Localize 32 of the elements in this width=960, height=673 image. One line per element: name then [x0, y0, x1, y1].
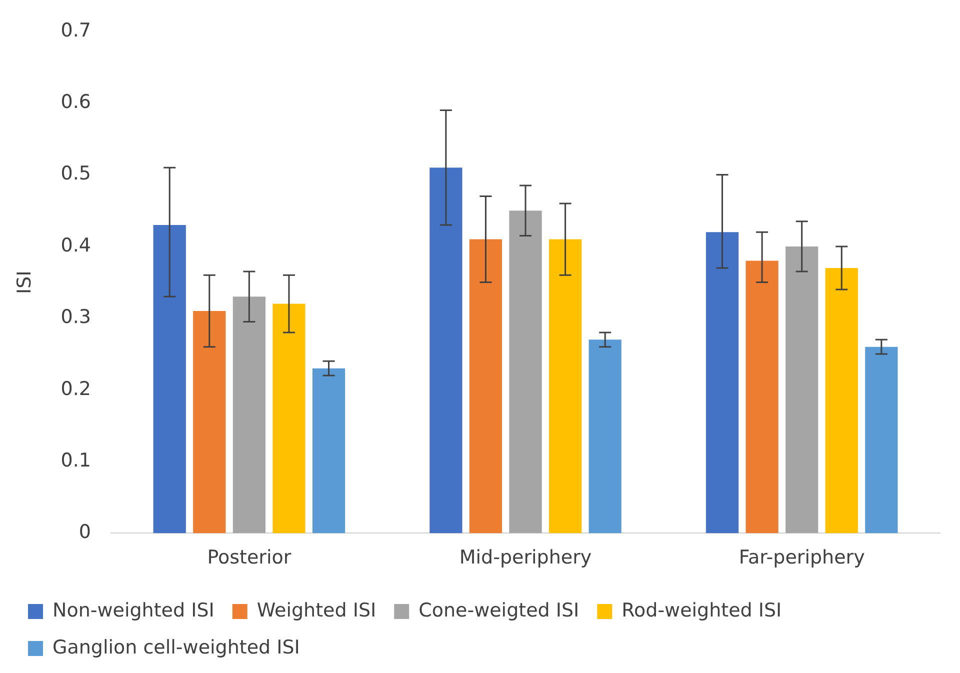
bar — [706, 232, 739, 534]
bar — [509, 210, 542, 534]
x-tick-label: Mid-periphery — [459, 546, 592, 569]
bar — [588, 340, 622, 534]
x-tick-label: Posterior — [207, 546, 292, 569]
y-tick-label: 0.4 — [60, 234, 92, 256]
y-tick-label: 0 — [78, 521, 92, 544]
y-tick-label: 0.7 — [60, 19, 92, 42]
y-tick-label: 0.1 — [60, 449, 92, 472]
y-tick-label: 0.2 — [60, 378, 92, 400]
bar — [312, 368, 346, 534]
bar — [548, 239, 582, 534]
bar — [746, 260, 778, 534]
x-tick-label: Far-periphery — [738, 546, 865, 569]
legend-label: Weighted ISI — [256, 599, 376, 622]
bar — [469, 239, 502, 534]
y-tick-label: 0.6 — [60, 91, 92, 114]
legend-label: Rod-weighted ISI — [622, 599, 782, 622]
legend-label: Cone-weigted ISI — [418, 599, 580, 622]
bar — [825, 268, 858, 534]
bar — [232, 296, 266, 534]
bar — [272, 304, 306, 534]
bar — [153, 224, 186, 534]
bar — [786, 246, 818, 534]
y-tick-label: 0.3 — [60, 306, 92, 328]
legend-label: Ganglion cell-weighted ISI — [52, 636, 300, 658]
y-tick-label: 0.5 — [60, 162, 92, 185]
y-axis-title: ISI — [13, 270, 36, 294]
bar — [430, 168, 462, 534]
legend-label: Non-weighted ISI — [52, 599, 214, 622]
bar — [865, 346, 898, 534]
bar — [193, 310, 226, 534]
